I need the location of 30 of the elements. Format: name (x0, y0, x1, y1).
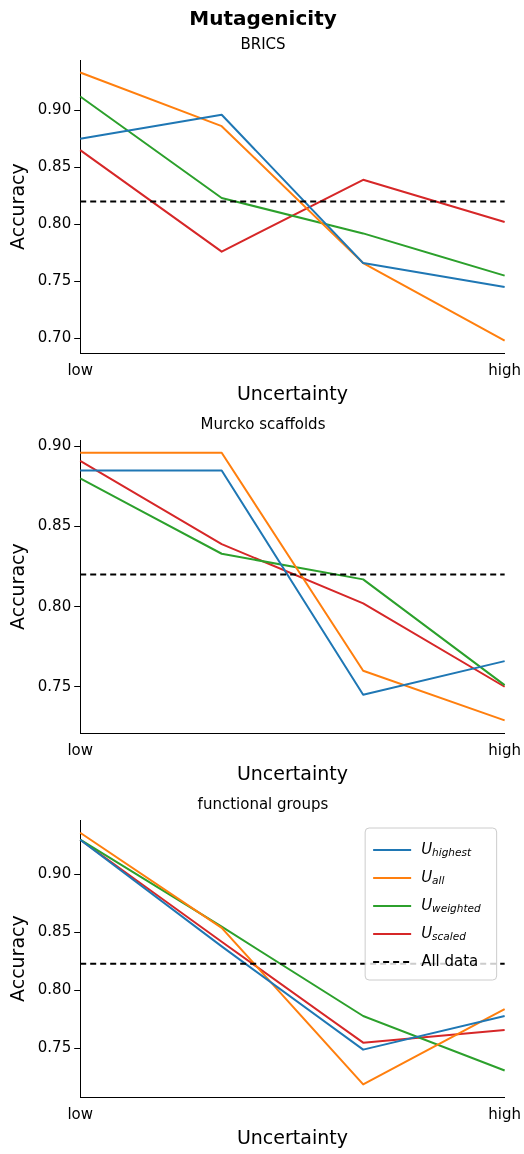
y-axis-title: Accuracy (6, 915, 29, 1002)
y-tick-label: 0.90 (37, 436, 72, 455)
chart-title: Mutagenicity (189, 6, 337, 31)
x-tick-label: low (67, 741, 94, 760)
x-axis-title: Uncertainty (236, 381, 348, 404)
y-tick-label: 0.85 (37, 922, 72, 941)
x-axis-title: Uncertainty (236, 761, 348, 784)
x-axis-title: Uncertainty (236, 1125, 348, 1148)
y-tick-label: 0.90 (37, 864, 72, 883)
y-axis-title: Accuracy (6, 163, 29, 250)
y-tick-label: 0.70 (37, 328, 72, 347)
y-tick-label: 0.75 (37, 271, 72, 290)
y-tick-label: 0.80 (37, 214, 72, 233)
y-axis-title: Accuracy (6, 543, 29, 630)
y-tick-label: 0.85 (37, 157, 72, 176)
y-tick-label: 0.85 (37, 516, 72, 535)
chart-subtitle: BRICS (240, 34, 286, 53)
y-tick-label: 0.80 (37, 980, 72, 999)
x-tick-label: low (67, 361, 94, 380)
y-tick-label: 0.90 (37, 100, 72, 119)
chart-title: Murcko scaffolds (200, 414, 326, 433)
chart-title: functional groups (197, 794, 329, 813)
y-tick-label: 0.75 (37, 1038, 72, 1057)
x-tick-label: high (488, 1105, 521, 1124)
y-tick-label: 0.75 (37, 676, 72, 695)
x-tick-label: low (67, 1105, 94, 1124)
y-tick-label: 0.80 (37, 596, 72, 615)
ref-line-label: All data (421, 951, 479, 970)
x-tick-label: high (488, 361, 521, 380)
x-tick-label: high (488, 741, 521, 760)
